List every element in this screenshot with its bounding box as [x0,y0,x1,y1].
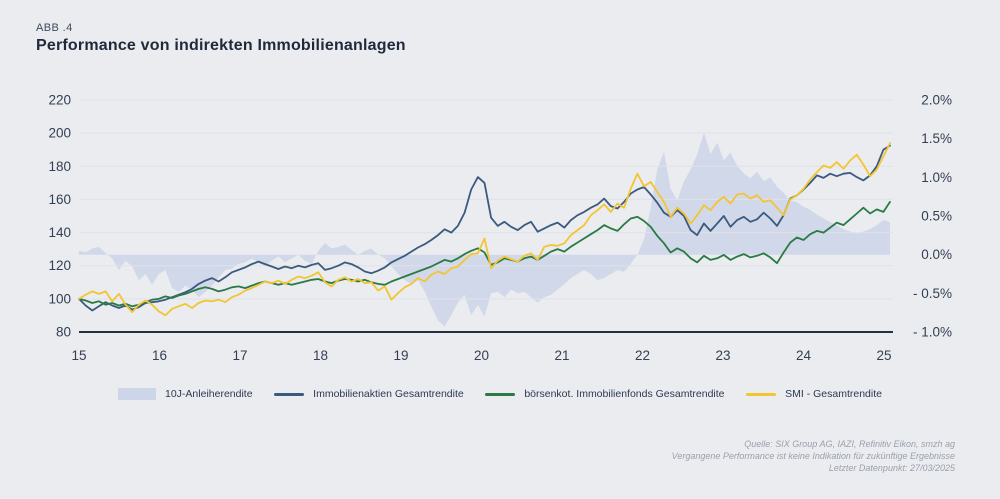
left-axis-tick-140: 140 [48,225,71,240]
source-line-quelle: Quelle: SIX Group AG, IAZI, Refinitiv Ei… [744,439,955,449]
right-axis-tick-1.0%: 1.0% [921,170,952,185]
legend-line-swatch [746,392,777,396]
x-axis-tick-20: 20 [474,348,489,363]
legend-label: börsenkot. Immobilienfonds Gesamtrendite [524,388,725,400]
legend-item-10J-Anleiherendite: 10J-Anleiherendite [118,388,253,400]
left-axis-tick-220: 220 [48,93,71,108]
x-axis-tick-23: 23 [715,348,730,363]
legend-line-swatch [274,392,305,396]
performance-chart: 220 200 180 160 140 120 100 80 2.0% 1.5% 1.0% 0.5% 0… [48,93,952,364]
legend-label: Immobilienaktien Gesamtrendite [313,388,464,400]
x-axis-tick-25: 25 [876,348,891,363]
right-axis-tick-1.5%: 1.5% [921,131,952,146]
x-axis-tick-15: 15 [71,348,86,363]
left-axis-tick-120: 120 [48,258,71,273]
source-line-disclaimer: Vergangene Performance ist keine Indikat… [671,451,955,461]
page-title: Performance von indirekten Immobilienanl… [36,37,406,54]
source-line-lastdatapoint: Letzter Datenpunkt: 27/03/2025 [828,463,955,473]
right-axis-tick-0.0%: 0.0% [921,247,952,262]
x-axis-tick-24: 24 [796,348,812,363]
left-axis-tick-160: 160 [48,192,71,207]
right-axis-tick--0.5%: - 0.5% [913,286,952,301]
left-axis-tick-100: 100 [48,291,71,306]
legend-item-b-rsenkot-Immobilienfonds-Gesamtrendite: börsenkot. Immobilienfonds Gesamtrendite [485,388,725,400]
chart-legend: 10J-Anleiherendite Immobilienaktien Gesam… [118,388,882,400]
legend-label: 10J-Anleiherendite [165,388,253,400]
x-axis-tick-22: 22 [635,348,650,363]
area-series-10J-Anleiherendite [79,132,890,327]
left-axis-tick-180: 180 [48,159,71,174]
legend-item-SMI-Gesamtrendite: SMI - Gesamtrendite [746,388,882,400]
source-note: Quelle: SIX Group AG, IAZI, Refinitiv Ei… [672,438,955,474]
line-series-Immobilienaktien Gesamtrendite [78,144,891,312]
line-series-börsenkot. Immobilienfonds Gesamtrendite [78,200,891,308]
x-axis-tick-17: 17 [232,348,247,363]
legend-item-Immobilienaktien-Gesamtrendite: Immobilienaktien Gesamtrendite [274,388,464,400]
left-axis-tick-200: 200 [48,126,71,141]
x-axis-tick-16: 16 [152,348,167,363]
chart-header: ABB .4 Performance von indirekten Immobi… [36,22,406,55]
right-axis-tick--1.0%: - 1.0% [913,325,952,340]
right-axis-tick-2.0%: 2.0% [921,93,952,108]
legend-label: SMI - Gesamtrendite [785,388,882,400]
x-axis-tick-18: 18 [313,348,328,363]
right-axis-tick-0.5%: 0.5% [921,209,952,224]
legend-area-swatch [118,388,156,400]
line-series-SMI - Gesamtrendite [78,142,891,317]
x-axis-tick-21: 21 [554,348,569,363]
legend-line-swatch [485,392,516,396]
left-axis-tick-80: 80 [56,325,71,340]
x-axis-tick-19: 19 [393,348,408,363]
figure-number-label: ABB .4 [36,22,73,34]
